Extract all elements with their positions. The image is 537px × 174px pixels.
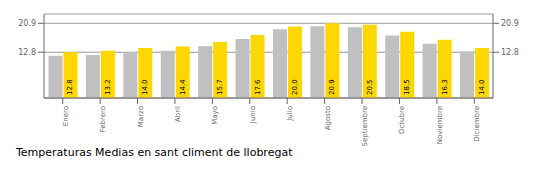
svg-text:Enero: Enero xyxy=(62,106,70,126)
svg-text:14.4: 14.4 xyxy=(179,79,187,95)
svg-text:15.7: 15.7 xyxy=(216,79,224,95)
svg-text:Marzo: Marzo xyxy=(137,106,145,127)
svg-text:Junio: Junio xyxy=(249,106,257,124)
svg-text:Agosto: Agosto xyxy=(324,106,332,130)
svg-text:14.0: 14.0 xyxy=(478,79,486,95)
svg-text:Mayo: Mayo xyxy=(211,106,219,125)
svg-text:17.6: 17.6 xyxy=(254,79,262,95)
svg-text:Octubre: Octubre xyxy=(398,106,406,134)
svg-text:12.8: 12.8 xyxy=(66,79,74,95)
svg-text:20.9: 20.9 xyxy=(18,19,36,28)
svg-text:20.5: 20.5 xyxy=(366,79,374,95)
svg-text:12.8: 12.8 xyxy=(501,48,519,57)
svg-text:Septiembre: Septiembre xyxy=(361,106,369,146)
svg-text:12.8: 12.8 xyxy=(18,48,36,57)
svg-text:Noviembre: Noviembre xyxy=(436,106,444,144)
svg-text:Febrero: Febrero xyxy=(99,106,107,132)
svg-text:16.3: 16.3 xyxy=(441,79,449,95)
svg-text:20.0: 20.0 xyxy=(291,79,299,95)
svg-text:Abril: Abril xyxy=(174,106,182,122)
svg-text:Diciembre: Diciembre xyxy=(473,106,481,142)
svg-text:13.2: 13.2 xyxy=(104,79,112,95)
svg-text:20.9: 20.9 xyxy=(328,79,336,95)
svg-text:14.0: 14.0 xyxy=(141,79,149,95)
html-text:Temperaturas Medias en sant cl: Temperaturas Medias en sant climent de l… xyxy=(16,146,293,159)
svg-text:18.5: 18.5 xyxy=(403,79,411,95)
svg-text:20.9: 20.9 xyxy=(501,19,519,28)
svg-text:Julio: Julio xyxy=(286,106,294,122)
